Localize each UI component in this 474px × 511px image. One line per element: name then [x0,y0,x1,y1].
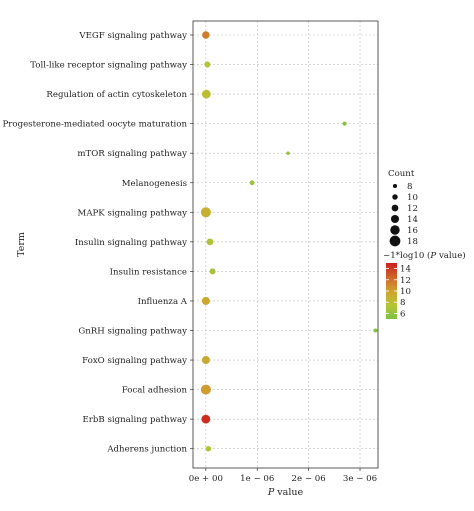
data-point [201,356,210,365]
data-point [202,31,210,39]
size-legend-label: 12 [407,204,418,214]
data-point [373,328,378,333]
data-point [342,121,347,126]
x-tick-label: 2e − 06 [292,474,326,484]
term-label: Regulation of actin cytoskeleton [46,90,187,100]
color-legend-title-italic: P [429,251,436,261]
size-legend-label: 14 [407,215,418,225]
data-point [200,207,211,218]
color-legend-title: −1*log10 (P value) [383,250,466,261]
size-legend-label: 8 [407,182,412,192]
x-axis-title: P value [267,487,304,498]
x-axis-ticks: 0e + 00 1e − 06 2e − 06 3e − 06 [189,468,377,484]
term-label: GnRH signaling pathway [78,327,187,337]
plot-panel [192,20,379,469]
term-label: Insulin signaling pathway [75,238,187,248]
term-label: Toll-like receptor signaling pathway [30,61,187,71]
data-point [249,180,255,186]
size-legend-dot [391,204,399,212]
data-point [209,268,216,275]
x-tick-label: 1e − 06 [240,474,274,484]
term-label: Melanogenesis [122,179,187,189]
data-point [200,384,211,395]
term-label: FoxO signaling pathway [82,356,187,366]
term-label: Focal adhesion [122,386,188,396]
term-label: Adherens junction [106,445,187,455]
term-label: Influenza A [138,297,188,307]
x-tick-label: 3e − 06 [343,474,377,484]
size-legend-label: 16 [407,226,418,236]
size-legend-label: 10 [407,193,418,203]
color-legend-title-prefix: −1*log10 ( [383,250,430,261]
color-tick-label: 10 [400,287,411,297]
grid-lines [193,21,378,468]
size-legend-label: 18 [407,237,418,247]
color-tick-label: 6 [400,309,405,319]
size-legend-dot [389,235,401,247]
data-points [200,31,378,452]
term-label: Insulin resistance [110,267,187,277]
term-labels: VEGF signaling pathway Toll-like receptor… [3,31,193,455]
data-point [201,414,211,424]
data-point [204,61,211,68]
size-legend-dot [390,225,400,235]
x-axis-title-rest: value [274,487,303,498]
color-tick-label: 12 [400,276,411,286]
data-point [205,445,212,452]
color-tick-label: 14 [400,265,411,275]
term-label: MAPK signaling pathway [78,208,188,218]
color-legend-title-suffix: value) [436,250,465,261]
data-point [201,89,211,99]
x-axis-title-italic: P [267,487,275,498]
term-label: VEGF signaling pathway [78,31,187,41]
color-scale-bar [386,263,397,319]
term-label: Progesterone-mediated oocyte maturation [3,120,188,130]
data-point [201,296,210,305]
data-point [286,151,290,155]
x-tick-label: 0e + 00 [189,474,223,484]
term-label: ErbB signaling pathway [83,415,188,425]
size-legend-title: Count [388,169,415,179]
size-legend-dot [390,214,400,224]
data-point [206,238,214,246]
color-tick-label: 8 [400,298,405,308]
size-legend-dot [392,183,398,189]
term-label: mTOR signaling pathway [77,149,187,159]
size-legend-dot [392,194,398,200]
y-axis-title: Term [16,232,27,257]
